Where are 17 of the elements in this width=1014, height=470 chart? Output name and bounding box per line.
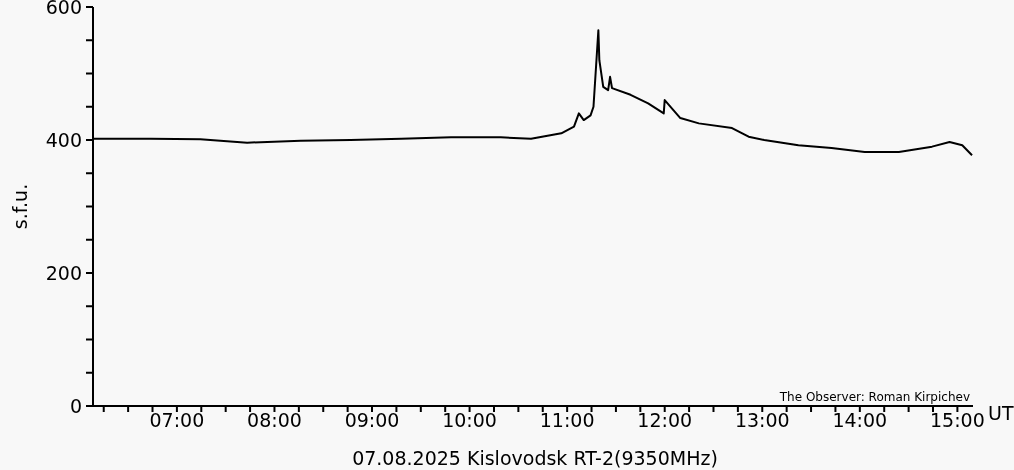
y-tick-label: 600 [45,0,82,18]
x-tick-label: 07:00 [149,409,205,432]
x-tick-label: 15:00 [930,409,985,432]
y-tick-label: 200 [45,262,82,284]
y-tick-label: 400 [45,129,82,151]
x-tick-label: 13:00 [734,409,790,432]
x-tick-label: 14:00 [832,409,888,432]
x-tick-label: 12:00 [637,409,693,432]
x-tick-label: 09:00 [344,409,400,432]
annotation: The Observer: Roman Kirpichev [779,390,970,404]
text: 07.08.2025 Kislovodsk RT-2(9350MHz) [351,447,719,469]
x-tick-label: 11:00 [539,409,595,432]
x-axis-title: UT [988,402,1014,424]
y-tick-label: 0 [69,395,82,417]
x-tick-label: 08:00 [247,409,302,432]
x-tick-label: 10:00 [442,409,497,432]
y-axis-title: s.f.u. [8,183,31,230]
